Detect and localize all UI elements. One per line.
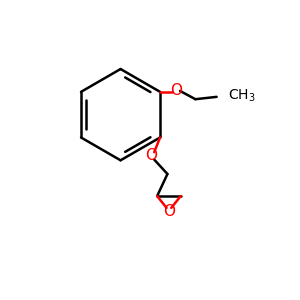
Text: O: O [163,204,175,219]
Text: CH$_3$: CH$_3$ [228,87,255,104]
Text: O: O [170,83,182,98]
Text: O: O [145,148,157,163]
